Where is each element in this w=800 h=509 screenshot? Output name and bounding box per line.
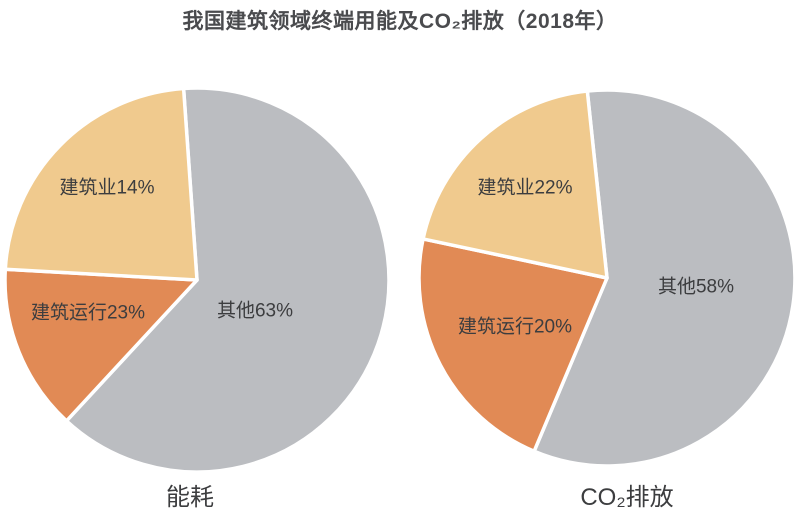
caption-co2-emissions: CO₂排放 bbox=[580, 484, 674, 509]
slice-label-建筑业: 建筑业14% bbox=[59, 177, 155, 199]
slice-label-建筑运行: 建筑运行20% bbox=[457, 316, 573, 338]
pie-slice-建筑运行 bbox=[3, 267, 199, 423]
pie-slice-建筑业 bbox=[421, 89, 609, 280]
pie-slice-其他 bbox=[64, 86, 391, 474]
pie-slice-建筑运行 bbox=[417, 237, 609, 454]
pie-slice-其他 bbox=[532, 88, 797, 468]
slice-label-其他: 其他58% bbox=[657, 276, 735, 298]
chart-title: 我国建筑领域终端用能及CO₂排放（2018年） bbox=[182, 10, 618, 33]
caption-energy: 能耗 bbox=[166, 484, 214, 509]
slice-label-其他: 其他63% bbox=[216, 300, 294, 322]
slice-label-建筑运行: 建筑运行23% bbox=[30, 302, 146, 324]
slice-label-建筑业: 建筑业22% bbox=[477, 177, 573, 199]
pie-slice-建筑业 bbox=[3, 86, 199, 282]
